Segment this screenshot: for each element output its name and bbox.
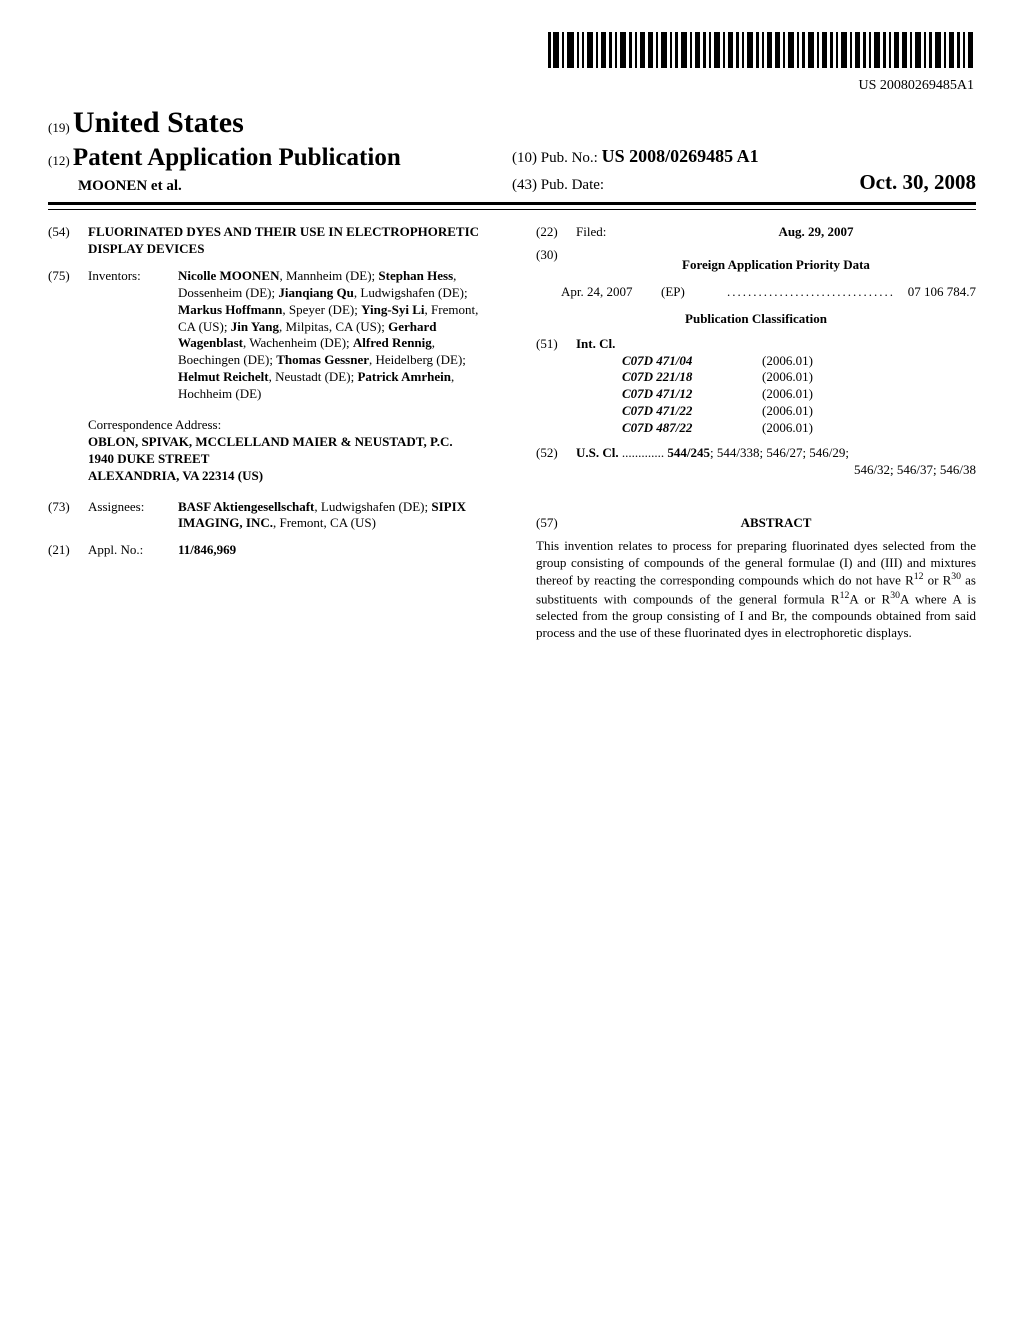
intcl-row: C07D 471/04(2006.01): [576, 353, 813, 370]
correspondence-street: 1940 DUKE STREET: [88, 451, 488, 468]
filed-label: Filed:: [576, 224, 656, 241]
uscl-dots: .............: [622, 445, 664, 460]
assignees-body: BASF Aktiengesellschaft, Ludwigshafen (D…: [178, 499, 488, 533]
assignee-1-loc: Ludwigshafen (DE): [321, 499, 425, 514]
intcl-version: (2006.01): [762, 403, 813, 420]
intcl-symbol: C07D 471/04: [622, 353, 762, 370]
code-19: (19): [48, 120, 70, 135]
pubno-label: Pub. No.:: [541, 150, 598, 166]
inventors-label: Inventors:: [88, 268, 178, 403]
pubdate-label: Pub. Date:: [541, 176, 681, 196]
code-12: (12): [48, 153, 70, 168]
priority-date: Apr. 24, 2007: [561, 284, 661, 301]
priority-dots: ................................: [721, 284, 908, 301]
abstract-pre: This invention relates to process for pr…: [536, 538, 976, 588]
barcode-label: US 20080269485A1: [48, 77, 976, 95]
applno-label: Appl. No.:: [88, 542, 178, 559]
intcl-version: (2006.01): [762, 420, 813, 437]
intcl-grid: C07D 471/04(2006.01)C07D 221/18(2006.01)…: [576, 353, 813, 437]
uscl-first: 544/245: [667, 445, 710, 460]
classification-heading: Publication Classification: [536, 311, 976, 328]
intcl-row: C07D 471/22(2006.01): [576, 403, 813, 420]
intcl-symbol: C07D 221/18: [622, 369, 762, 386]
inventor-name: Jianqiang Qu: [278, 285, 354, 300]
applicants: MOONEN et al.: [48, 177, 512, 197]
doc-type: Patent Application Publication: [73, 144, 401, 171]
intcl-label: Int. Cl.: [576, 336, 813, 353]
inventor-name: Stephan Hess: [378, 268, 453, 283]
code-22: (22): [536, 224, 576, 241]
code-75: (75): [48, 268, 88, 403]
code-21: (21): [48, 542, 88, 559]
intcl-symbol: C07D 487/22: [622, 420, 762, 437]
intcl-row: C07D 221/18(2006.01): [576, 369, 813, 386]
intcl-version: (2006.01): [762, 369, 813, 386]
inventor-name: Markus Hoffmann: [178, 302, 282, 317]
code-52: (52): [536, 445, 576, 479]
inventor-name: Ying-Syi Li: [361, 302, 424, 317]
inventor-name: Thomas Gessner: [276, 352, 369, 367]
uscl-rest1: ; 544/338; 546/27; 546/29;: [710, 445, 849, 460]
code-10: (10): [512, 150, 537, 166]
priority-number: 07 106 784.7: [908, 284, 976, 301]
code-73: (73): [48, 499, 88, 533]
priority-country: (EP): [661, 284, 721, 301]
code-43: (43): [512, 177, 537, 193]
code-51: (51): [536, 336, 576, 437]
filed-value: Aug. 29, 2007: [656, 224, 976, 241]
inventor-name: Alfred Rennig: [353, 335, 432, 350]
intcl-row: C07D 487/22(2006.01): [576, 420, 813, 437]
pubno: US 2008/0269485 A1: [602, 146, 759, 166]
code-54: (54): [48, 224, 88, 258]
intcl-row: C07D 471/12(2006.01): [576, 386, 813, 403]
rule-thick: [48, 202, 976, 205]
uscl-rest2: 546/32; 546/37; 546/38: [576, 462, 976, 479]
inventor-name: Helmut Reichelt: [178, 369, 269, 384]
abstract-body: This invention relates to process for pr…: [536, 538, 976, 642]
correspondence-heading: Correspondence Address:: [88, 417, 488, 434]
intcl-version: (2006.01): [762, 353, 813, 370]
country-name: United States: [73, 106, 244, 139]
inventor-name: Nicolle MOONEN: [178, 268, 279, 283]
applno-value: 11/846,969: [178, 542, 488, 559]
foreign-priority-heading: Foreign Application Priority Data: [576, 257, 976, 274]
assignees-label: Assignees:: [88, 499, 178, 533]
assignee-2-loc: Fremont, CA (US): [279, 515, 375, 530]
rule-thin: [48, 209, 976, 210]
correspondence-city: ALEXANDRIA, VA 22314 (US): [88, 468, 488, 485]
barcode-block: US 20080269485A1: [48, 30, 976, 95]
abstract-heading: ABSTRACT: [576, 515, 976, 532]
inventor-name: Jin Yang: [231, 319, 279, 334]
correspondence-name: OBLON, SPIVAK, MCCLELLAND MAIER & NEUSTA…: [88, 434, 488, 451]
intcl-version: (2006.01): [762, 386, 813, 403]
abstract-mid3: A or R: [849, 591, 890, 606]
abstract-mid1: or R: [924, 573, 952, 588]
invention-title: FLUORINATED DYES AND THEIR USE IN ELECTR…: [88, 224, 488, 258]
assignee-1-name: BASF Aktiengesellschaft: [178, 499, 314, 514]
code-57: (57): [536, 515, 576, 532]
inventors-list: Nicolle MOONEN, Mannheim (DE); Stephan H…: [178, 268, 488, 403]
pubdate: Oct. 30, 2008: [859, 169, 976, 196]
barcode-icon: [546, 30, 976, 70]
inventor-name: Patrick Amrhein: [357, 369, 451, 384]
intcl-symbol: C07D 471/22: [622, 403, 762, 420]
intcl-symbol: C07D 471/12: [622, 386, 762, 403]
uscl-label: U.S. Cl.: [576, 445, 619, 460]
code-30: (30): [536, 247, 576, 282]
